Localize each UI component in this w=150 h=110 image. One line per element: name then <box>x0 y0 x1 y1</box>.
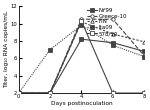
Greece-10 <box>112 19 114 20</box>
Y-axis label: Titer, log₁₀ RNA copies/mL: Titer, log₁₀ RNA copies/mL <box>4 11 9 88</box>
NY99 <box>49 92 51 94</box>
Legend: NY99, Greece-10, FIN, Ita09, 578/10: NY99, Greece-10, FIN, Ita09, 578/10 <box>87 7 128 37</box>
FIN <box>49 92 51 94</box>
578/10 <box>49 92 51 94</box>
X-axis label: Days postinoculation: Days postinoculation <box>51 101 112 106</box>
Ita09 <box>81 25 82 26</box>
Line: Ita09: Ita09 <box>17 24 146 95</box>
Greece-10 <box>143 55 145 56</box>
578/10 <box>143 92 145 94</box>
Ita09 <box>49 49 51 50</box>
NY99 <box>18 92 20 94</box>
Line: Greece-10: Greece-10 <box>17 17 146 95</box>
Line: FIN: FIN <box>17 20 146 95</box>
FIN <box>143 41 145 42</box>
Line: 578/10: 578/10 <box>17 19 146 95</box>
NY99 <box>81 38 82 40</box>
FIN <box>81 21 82 22</box>
Greece-10 <box>18 92 20 94</box>
578/10 <box>18 92 20 94</box>
NY99 <box>143 51 145 52</box>
Ita09 <box>18 92 20 94</box>
FIN <box>18 92 20 94</box>
578/10 <box>81 20 82 22</box>
NY99 <box>112 42 114 43</box>
Ita09 <box>143 56 145 57</box>
Greece-10 <box>81 19 82 20</box>
Ita09 <box>112 45 114 46</box>
Line: NY99: NY99 <box>17 37 146 95</box>
Greece-10 <box>49 92 51 94</box>
578/10 <box>112 92 114 94</box>
FIN <box>112 33 114 35</box>
